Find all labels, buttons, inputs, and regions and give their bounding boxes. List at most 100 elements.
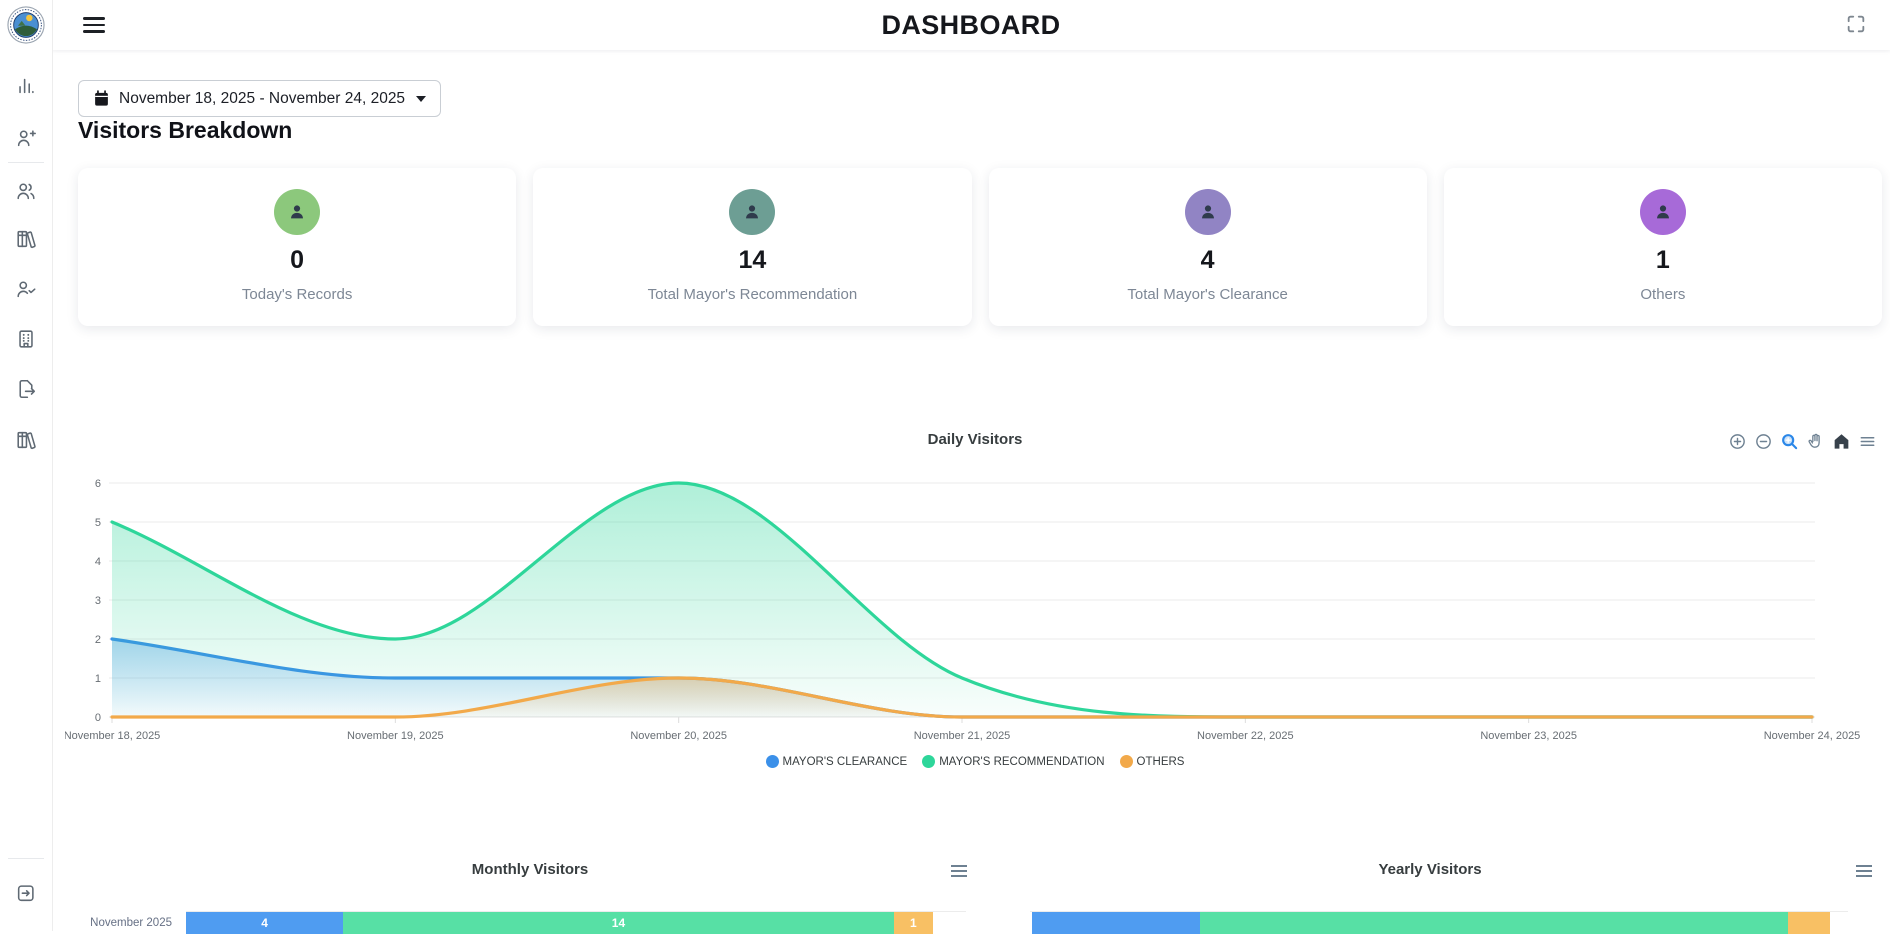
monthly-chart-menu-button[interactable] <box>948 861 970 881</box>
svg-text:November 24, 2025: November 24, 2025 <box>1764 730 1861 742</box>
daily-visitors-chart[interactable]: 0 1 2 3 4 5 6 November 18, 2025 November 19, 202… <box>65 452 1882 748</box>
legend-dot <box>1119 755 1133 768</box>
sidebar-item-people[interactable] <box>0 176 52 206</box>
svg-text:3: 3 <box>95 595 101 607</box>
zoom-in-icon <box>1729 433 1745 449</box>
sidebar-item-export[interactable] <box>0 374 52 404</box>
svg-text:5: 5 <box>95 517 101 529</box>
sidebar-toggle-button[interactable] <box>80 12 108 38</box>
stat-cards-row: 0 Today's Records 1 4 Total Mayor's Recom… <box>78 168 1882 326</box>
selection-zoom-button[interactable] <box>1778 430 1800 452</box>
svg-text:0: 0 <box>95 712 101 724</box>
person-icon <box>1201 205 1214 219</box>
user-plus-icon <box>17 130 36 147</box>
home-icon <box>1834 433 1848 449</box>
stat-label: Today's Records <box>241 286 353 303</box>
calendar-icon <box>95 90 108 106</box>
pan-button[interactable] <box>1804 430 1826 452</box>
bar-segment: 1 <box>893 912 933 934</box>
legend-item[interactable]: MAYOR'S CLEARANCE <box>765 755 908 768</box>
svg-text:November 18, 2025: November 18, 2025 <box>65 730 160 742</box>
person-badge <box>274 189 321 235</box>
building-icon <box>19 330 33 348</box>
bar-segment: 4 <box>186 912 344 934</box>
chart-legend: MAYOR'S CLEARANCE MAYOR'S RECOMMENDATION O… <box>60 755 1890 768</box>
svg-text:November 22, 2025: November 22, 2025 <box>1197 730 1294 742</box>
legend-label: MAYOR'S RECOMMENDATION <box>939 755 1105 768</box>
fullscreen-button[interactable] <box>1844 13 1868 37</box>
sidebar-item-records[interactable] <box>0 224 52 254</box>
legend-item[interactable]: MAYOR'S RECOMMENDATION <box>922 755 1105 768</box>
svg-text:November 21, 2025: November 21, 2025 <box>914 730 1011 742</box>
monthly-category-label: November 2025 <box>90 917 172 929</box>
yearly-chart-menu-button[interactable] <box>1853 861 1875 881</box>
logout-icon <box>17 885 34 902</box>
gridline <box>186 911 966 912</box>
logout-button[interactable] <box>0 878 52 908</box>
stat-label: Total Mayor's Clearance <box>1127 286 1288 303</box>
zoom-out-button[interactable] <box>1752 430 1774 452</box>
pan-icon <box>1807 433 1820 448</box>
sidebar-divider <box>8 162 44 163</box>
person-badge <box>1184 189 1231 235</box>
legend-label: MAYOR'S CLEARANCE <box>782 755 908 768</box>
bar-chart-icon <box>19 78 34 94</box>
caret-down-icon <box>416 95 427 102</box>
bar-segment <box>1788 912 1830 934</box>
legend-label: OTHERS <box>1136 755 1185 768</box>
users-icon <box>17 183 35 200</box>
svg-text:November 19, 2025: November 19, 2025 <box>347 730 444 742</box>
reset-zoom-button[interactable] <box>1830 430 1852 452</box>
svg-text:November 23, 2025: November 23, 2025 <box>1480 730 1577 742</box>
sidebar-item-approvals[interactable] <box>0 274 52 304</box>
bar-segment <box>1200 912 1788 934</box>
sidebar-item-archives[interactable] <box>0 425 52 455</box>
stat-card-todays-records: 0 Today's Records <box>78 168 517 326</box>
bar-segment <box>1032 912 1200 934</box>
app-logo[interactable] <box>7 6 45 44</box>
sidebar-item-add-person[interactable] <box>0 123 52 153</box>
sidebar <box>0 0 53 931</box>
hamburger-icon <box>83 17 105 20</box>
municipal-seal-logo <box>7 6 45 44</box>
stat-label: Total Mayor's Recommendation <box>647 286 858 303</box>
svg-text:November 20, 2025: November 20, 2025 <box>630 730 727 742</box>
date-range-label: November 18, 2025 - November 24, 2025 <box>119 89 406 107</box>
daily-visitors-title: Daily Visitors <box>927 431 1023 448</box>
svg-text:2: 2 <box>95 634 101 646</box>
date-range-selector[interactable]: November 18, 2025 - November 24, 2025 <box>78 80 442 117</box>
legend-dot <box>765 755 779 768</box>
zoom-in-button[interactable] <box>1726 430 1748 452</box>
stat-value: 4 <box>1200 246 1215 274</box>
yearly-visitors-bar <box>1032 912 1830 934</box>
stat-value: 1 <box>1655 246 1670 274</box>
page-title: DASHBOARD <box>881 10 1061 40</box>
svg-text:1: 1 <box>95 673 101 685</box>
sidebar-divider <box>8 858 44 859</box>
sidebar-item-establishments[interactable] <box>0 324 52 354</box>
svg-text:6: 6 <box>95 478 101 490</box>
person-icon <box>1656 205 1669 219</box>
yearly-visitors-title: Yearly Visitors <box>1378 861 1482 878</box>
person-badge <box>1639 189 1686 235</box>
chart-menu-button[interactable] <box>1856 430 1878 452</box>
monthly-visitors-bar: 4 14 1 <box>186 912 933 934</box>
sidebar-item-analytics[interactable] <box>0 70 52 100</box>
stat-label: Others <box>1640 286 1686 303</box>
file-export-icon <box>19 379 36 399</box>
legend-item[interactable]: OTHERS <box>1119 755 1185 768</box>
selection-zoom-icon <box>1781 433 1797 449</box>
person-badge <box>729 189 776 235</box>
monthly-visitors-title: Monthly Visitors <box>471 861 589 878</box>
person-icon <box>291 205 304 219</box>
gridline <box>1030 911 1848 912</box>
menu-icon <box>1856 865 1872 868</box>
section-title: Visitors Breakdown <box>78 117 293 143</box>
library-icon <box>17 431 36 450</box>
menu-icon <box>951 865 967 868</box>
header: DASHBOARD <box>52 0 1890 50</box>
zoom-out-icon <box>1755 433 1771 449</box>
legend-dot <box>922 755 936 768</box>
svg-text:4: 4 <box>95 556 101 568</box>
stat-card-mayors-clearance: 4 Total Mayor's Clearance <box>988 168 1427 326</box>
